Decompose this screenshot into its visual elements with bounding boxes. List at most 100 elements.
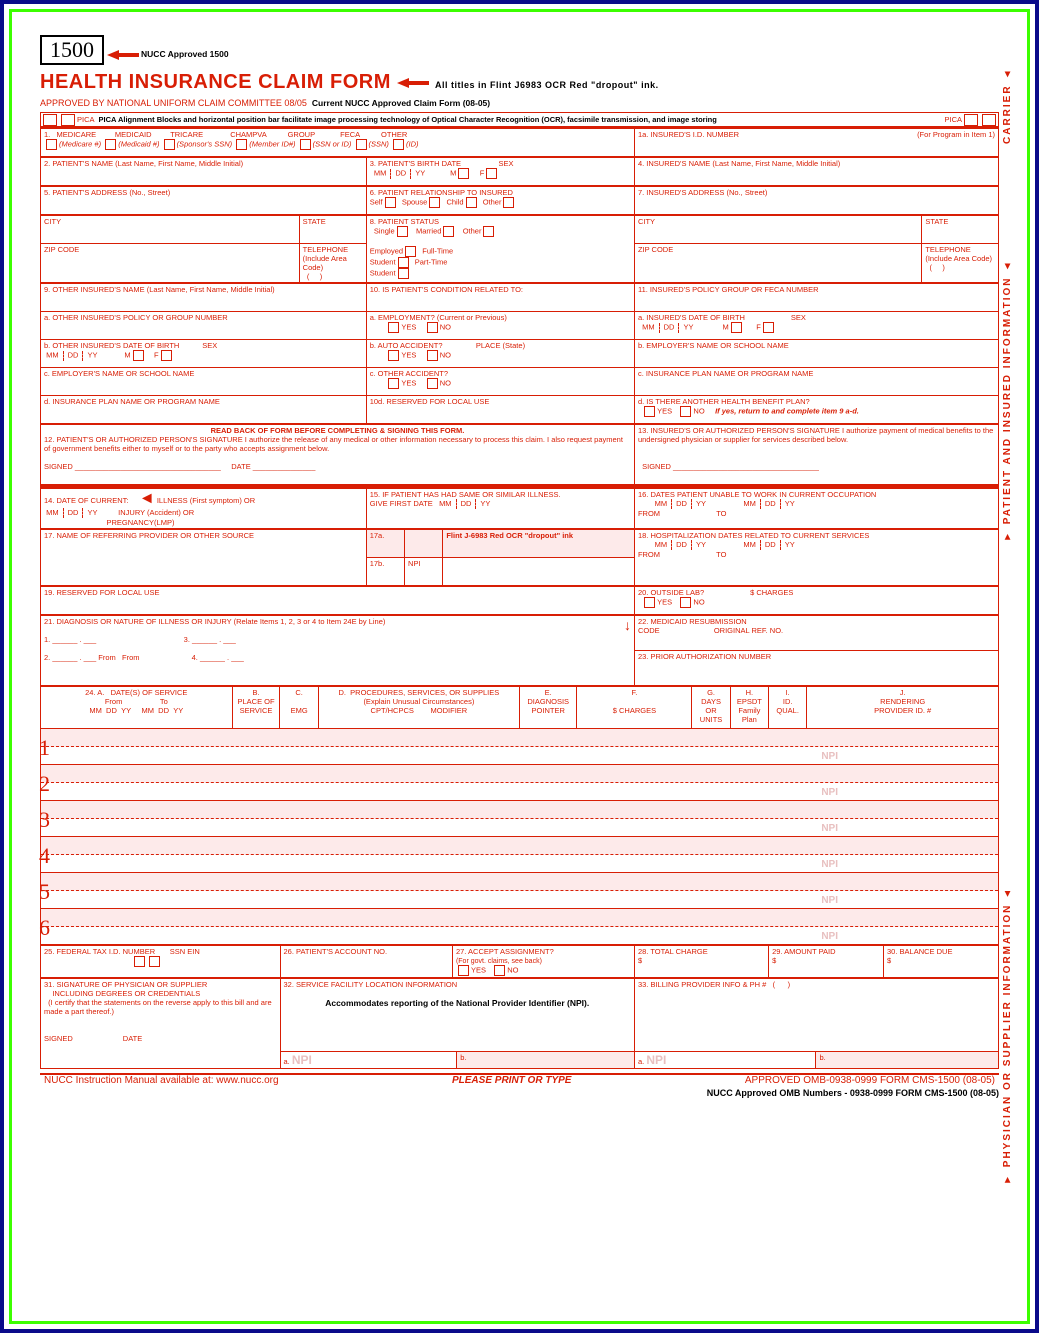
row24-header: 24. A. DATE(S) OF SERVICE From To MM DD … (40, 686, 999, 729)
field-15[interactable]: 15. IF PATIENT HAS HAD SAME OR SIMILAR I… (366, 489, 634, 529)
field-9[interactable]: 9. OTHER INSURED'S NAME (Last Name, Firs… (41, 284, 367, 312)
pica-bar: PICA PICA Alignment Blocks and horizonta… (40, 112, 999, 128)
col-24f: F.$ CHARGES (577, 687, 692, 729)
field-17b-npi[interactable]: NPI (405, 558, 443, 586)
field-7[interactable]: 7. INSURED'S ADDRESS (No., Street) (634, 187, 998, 215)
field-17b-l[interactable]: 17b. (366, 558, 404, 586)
npi-label: NPI (821, 787, 838, 798)
field-17a-l[interactable]: 17a. (366, 530, 404, 558)
row-number: 3 (39, 807, 50, 833)
col-24c: C.EMG (280, 687, 318, 729)
field-10c[interactable]: c. OTHER ACCIDENT? YES NO (366, 368, 634, 396)
field-10d[interactable]: 10d. RESERVED FOR LOCAL USE (366, 396, 634, 424)
field-12[interactable]: READ BACK OF FORM BEFORE COMPLETING & SI… (41, 425, 635, 485)
row2: 2. PATIENT'S NAME (Last Name, First Name… (40, 157, 999, 186)
col-24a: 24. A. DATE(S) OF SERVICE From To MM DD … (41, 687, 233, 729)
field-17a-r: Flint J-6983 Red OCR "dropout" ink (443, 530, 635, 558)
field-11[interactable]: 11. INSURED'S POLICY GROUP OR FECA NUMBE… (634, 284, 998, 312)
field-11d[interactable]: d. IS THERE ANOTHER HEALTH BENEFIT PLAN?… (634, 396, 998, 424)
npi-label: NPI (821, 931, 838, 942)
field-11a[interactable]: a. INSURED'S DATE OF BIRTH SEX MMDDYY M … (634, 312, 998, 340)
field-9b[interactable]: b. OTHER INSURED'S DATE OF BIRTH SEX MMD… (41, 340, 367, 368)
field-city-l[interactable]: CITY (41, 216, 300, 244)
pica-right: PICA (944, 115, 962, 124)
field-9c[interactable]: c. EMPLOYER'S NAME OR SCHOOL NAME (41, 368, 367, 396)
field-5[interactable]: 5. PATIENT'S ADDRESS (No., Street) (41, 187, 367, 215)
field-8[interactable]: 8. PATIENT STATUS Single Married Other E… (366, 216, 634, 283)
field-13[interactable]: 13. INSURED'S OR AUTHORIZED PERSON'S SIG… (634, 425, 998, 485)
field-20[interactable]: 20. OUTSIDE LAB? $ CHARGES YES NO (634, 587, 998, 615)
field-6[interactable]: 6. PATIENT RELATIONSHIP TO INSURED Self … (366, 187, 634, 215)
field-10[interactable]: 10. IS PATIENT'S CONDITION RELATED TO: (366, 284, 634, 312)
field-zip-l[interactable]: ZIP CODE (41, 244, 300, 283)
field-city-r[interactable]: CITY (634, 216, 921, 244)
field-23[interactable]: 23. PRIOR AUTHORIZATION NUMBER (634, 651, 998, 686)
field-9a[interactable]: a. OTHER INSURED'S POLICY OR GROUP NUMBE… (41, 312, 367, 340)
field-19[interactable]: 19. RESERVED FOR LOCAL USE (41, 587, 635, 615)
header: 1500 NUCC Approved 1500 HEALTH INSURANCE… (40, 35, 999, 128)
field-17a-m[interactable] (405, 530, 443, 558)
field-tel-r[interactable]: TELEPHONE (Include Area Code) ( ) (922, 244, 999, 283)
col-24i: I.ID.QUAL. (769, 687, 807, 729)
approved-by: APPROVED BY NATIONAL UNIFORM CLAIM COMMI… (40, 98, 307, 108)
service-row[interactable]: 4NPI (40, 837, 999, 873)
field-tel-l[interactable]: TELEPHONE (Include Area Code) ( ) (299, 244, 366, 283)
field-1[interactable]: 1. MEDICARE MEDICAID TRICARE CHAMPVA GRO… (41, 129, 635, 157)
arrow-icon (397, 78, 409, 88)
field-21[interactable]: 21. DIAGNOSIS OR NATURE OF ILLNESS OR IN… (41, 616, 635, 686)
field-1a[interactable]: 1a. INSURED'S I.D. NUMBER (For Program i… (634, 129, 998, 157)
field-22[interactable]: 22. MEDICAID RESUBMISSION CODE ORIGINAL … (634, 616, 998, 651)
field-27[interactable]: 27. ACCEPT ASSIGNMENT? (For govt. claims… (452, 946, 634, 978)
field-10a[interactable]: a. EMPLOYMENT? (Current or Previous) YES… (366, 312, 634, 340)
field-state-r[interactable]: STATE (922, 216, 999, 244)
field-zip-r[interactable]: ZIP CODE (634, 244, 921, 283)
field-11c[interactable]: c. INSURANCE PLAN NAME OR PROGRAM NAME (634, 368, 998, 396)
field-14[interactable]: 14. DATE OF CURRENT: ◄ ILLNESS (First sy… (41, 489, 367, 529)
field-11b[interactable]: b. EMPLOYER'S NAME OR SCHOOL NAME (634, 340, 998, 368)
npi-label: NPI (821, 859, 838, 870)
field-3[interactable]: 3. PATIENT'S BIRTH DATE SEX MMDDYY M F (366, 158, 634, 186)
service-row[interactable]: 5NPI (40, 873, 999, 909)
sidebar-carrier: CARRIER ▲ (1002, 45, 1020, 165)
field-4[interactable]: 4. INSURED'S NAME (Last Name, First Name… (634, 158, 998, 186)
service-row[interactable]: 2 NPI (40, 765, 999, 801)
field-17[interactable]: 17. NAME OF REFERRING PROVIDER OR OTHER … (41, 530, 367, 586)
field-16[interactable]: 16. DATES PATIENT UNABLE TO WORK IN CURR… (634, 489, 998, 529)
col-24j: J.RENDERINGPROVIDER ID. # (807, 687, 999, 729)
row-number: 2 (39, 771, 50, 797)
npi-label: NPI (821, 823, 838, 834)
form-page: CARRIER ▲ ▼ PATIENT AND INSURED INFORMAT… (15, 15, 1024, 1318)
field-25[interactable]: 25. FEDERAL TAX I.D. NUMBER SSN EIN (41, 946, 281, 978)
footer-center: PLEASE PRINT OR TYPE (452, 1075, 571, 1086)
field-32[interactable]: 32. SERVICE FACILITY LOCATION INFORMATIO… (280, 979, 634, 1069)
pica-left: PICA (77, 115, 95, 124)
row-number: 6 (39, 915, 50, 941)
field-31[interactable]: 31. SIGNATURE OF PHYSICIAN OR SUPPLIER I… (41, 979, 281, 1069)
footer-right: APPROVED OMB-0938-0999 FORM CMS-1500 (08… (745, 1075, 995, 1086)
field-18[interactable]: 18. HOSPITALIZATION DATES RELATED TO CUR… (634, 530, 998, 586)
field-28[interactable]: 28. TOTAL CHARGE$ (634, 946, 768, 978)
nucc-approved-label: NUCC Approved 1500 (141, 49, 229, 59)
field-17b-r[interactable] (443, 558, 635, 586)
col-24h: H.EPSDTFamilyPlan (730, 687, 768, 729)
service-row[interactable]: 1NPI (40, 729, 999, 765)
field-2[interactable]: 2. PATIENT'S NAME (Last Name, First Name… (41, 158, 367, 186)
field-26[interactable]: 26. PATIENT'S ACCOUNT NO. (280, 946, 452, 978)
row9: 9. OTHER INSURED'S NAME (Last Name, Firs… (40, 283, 999, 424)
field-state-l[interactable]: STATE (299, 216, 366, 244)
row12: READ BACK OF FORM BEFORE COMPLETING & SI… (40, 424, 999, 485)
field-33[interactable]: 33. BILLING PROVIDER INFO & PH # ( ) a. … (634, 979, 998, 1069)
pica-box (964, 114, 978, 126)
field-29[interactable]: 29. AMOUNT PAID$ (769, 946, 884, 978)
service-row[interactable]: 3 NPI (40, 801, 999, 837)
row31: 31. SIGNATURE OF PHYSICIAN OR SUPPLIER I… (40, 978, 999, 1069)
current-form: Current NUCC Approved Claim Form (08-05) (312, 98, 490, 108)
row17: 17. NAME OF REFERRING PROVIDER OR OTHER … (40, 529, 999, 586)
field-10b[interactable]: b. AUTO ACCIDENT? PLACE (State) YES NO (366, 340, 634, 368)
service-row[interactable]: 6 NPI (40, 909, 999, 945)
row-city: CITY STATE 8. PATIENT STATUS Single Marr… (40, 215, 999, 283)
col-24b: B.PLACE OFSERVICE (232, 687, 280, 729)
field-9d[interactable]: d. INSURANCE PLAN NAME OR PROGRAM NAME (41, 396, 367, 424)
field-30[interactable]: 30. BALANCE DUE$ (884, 946, 999, 978)
col-24d: D. PROCEDURES, SERVICES, OR SUPPLIES (Ex… (318, 687, 519, 729)
